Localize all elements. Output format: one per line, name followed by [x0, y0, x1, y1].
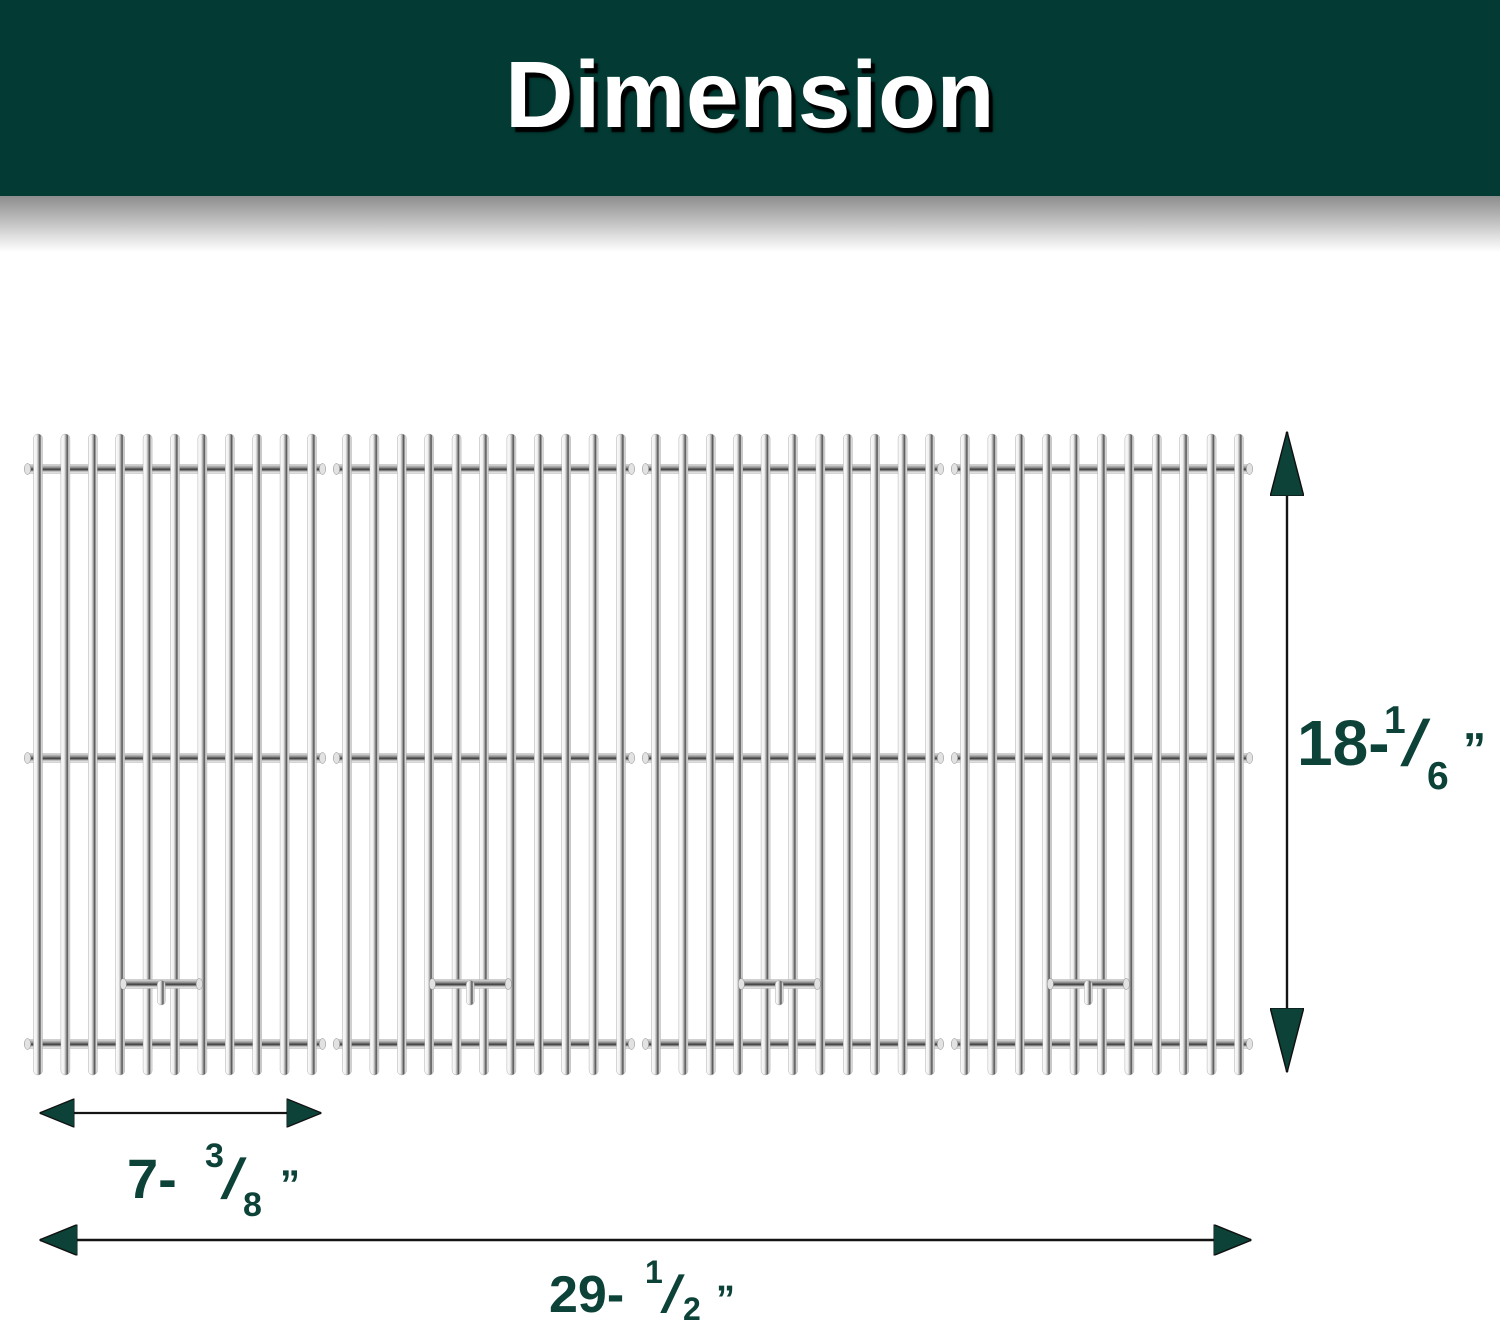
- svg-text:”: ”: [280, 1163, 300, 1207]
- svg-text:6: 6: [1427, 755, 1449, 798]
- svg-text:8: 8: [243, 1186, 262, 1224]
- svg-text:”: ”: [1463, 723, 1486, 775]
- svg-text:3: 3: [205, 1137, 224, 1175]
- svg-text:2: 2: [683, 1291, 701, 1325]
- svg-text:”: ”: [716, 1279, 735, 1321]
- svg-text:18-: 18-: [1297, 707, 1390, 779]
- svg-text:1: 1: [1384, 699, 1406, 742]
- svg-text:29-: 29-: [549, 1266, 624, 1324]
- svg-text:1: 1: [645, 1254, 663, 1290]
- svg-text:7-: 7-: [127, 1147, 177, 1210]
